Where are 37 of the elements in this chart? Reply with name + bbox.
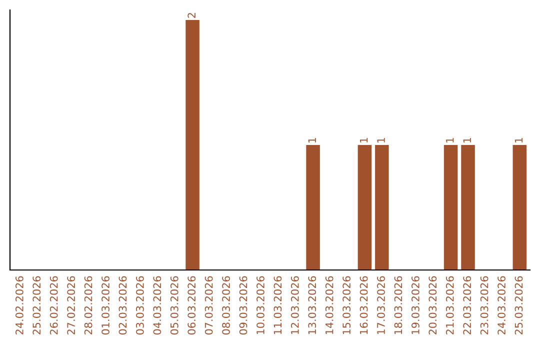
data-label: 2 <box>188 13 196 18</box>
x-tick-label: 17.03.2026 <box>377 276 385 334</box>
data-label: 1 <box>308 138 316 142</box>
x-tick-label: 27.02.2026 <box>67 276 76 334</box>
x-tick-label: 12.03.2026 <box>290 276 299 334</box>
x-tick-label: 24.03.2026 <box>498 276 506 334</box>
x-tick-label: 21.03.2026 <box>446 276 454 334</box>
data-label: 1 <box>514 138 523 142</box>
x-tick-label: 05.03.2026 <box>170 276 178 335</box>
x-tick-label: 11.03.2026 <box>274 276 282 334</box>
x-tick-label: 23.03.2026 <box>480 276 488 334</box>
data-label: 1 <box>377 138 385 142</box>
x-tick-label: 25.02.2026 <box>32 276 41 334</box>
x-tick-label: 15.03.2026 <box>342 276 351 334</box>
x-tick-label: 16.03.2026 <box>360 276 368 334</box>
x-tick-label: 10.03.2026 <box>256 276 264 334</box>
x-tick-label: 07.03.2026 <box>204 276 213 335</box>
x-tick-label: 28.02.2026 <box>84 276 92 334</box>
x-tick-label: 25.03.2026 <box>514 276 523 334</box>
x-tick-label: 20.03.2026 <box>428 276 437 334</box>
x-tick-label: 19.03.2026 <box>412 276 420 334</box>
data-label: 1 <box>463 138 471 142</box>
x-tick-label: 02.03.2026 <box>118 276 127 335</box>
x-tick-label: 03.03.2026 <box>136 276 144 335</box>
x-tick-label: 06.03.2026 <box>188 276 196 335</box>
data-label: 1 <box>360 138 368 142</box>
x-tick-label: 04.03.2026 <box>153 276 162 335</box>
x-tick-label: 24.02.2026 <box>15 276 24 334</box>
x-tick-label: 09.03.2026 <box>239 276 248 335</box>
x-tick-label: 08.03.2026 <box>222 276 230 335</box>
x-tick-label: 14.03.2026 <box>325 276 334 334</box>
x-tick-label: 22.03.2026 <box>463 276 472 334</box>
x-tick-label: 13.03.2026 <box>308 276 316 334</box>
data-label: 1 <box>446 138 454 142</box>
x-tick-label: 18.03.2026 <box>394 276 402 334</box>
x-tick-label: 26.02.2026 <box>50 276 58 334</box>
x-tick-label: 01.03.2026 <box>102 276 110 335</box>
